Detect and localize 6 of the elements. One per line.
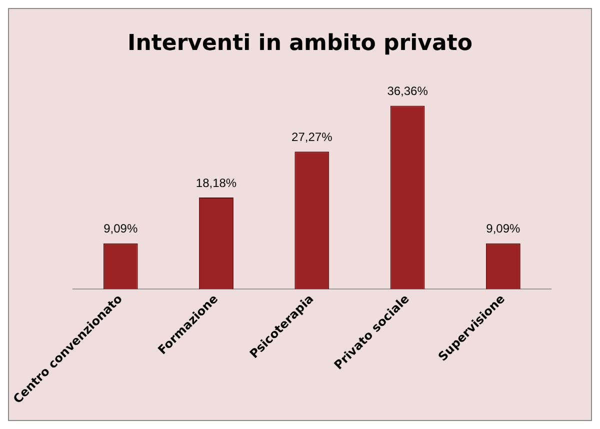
data-label: 36,36% [387, 84, 428, 98]
data-label: 18,18% [196, 176, 237, 190]
chart-title: Interventi in ambito privato [128, 30, 472, 56]
data-label: 9,09% [486, 222, 521, 236]
data-label: 27,27% [292, 130, 333, 144]
data-label: 9,09% [104, 222, 138, 236]
